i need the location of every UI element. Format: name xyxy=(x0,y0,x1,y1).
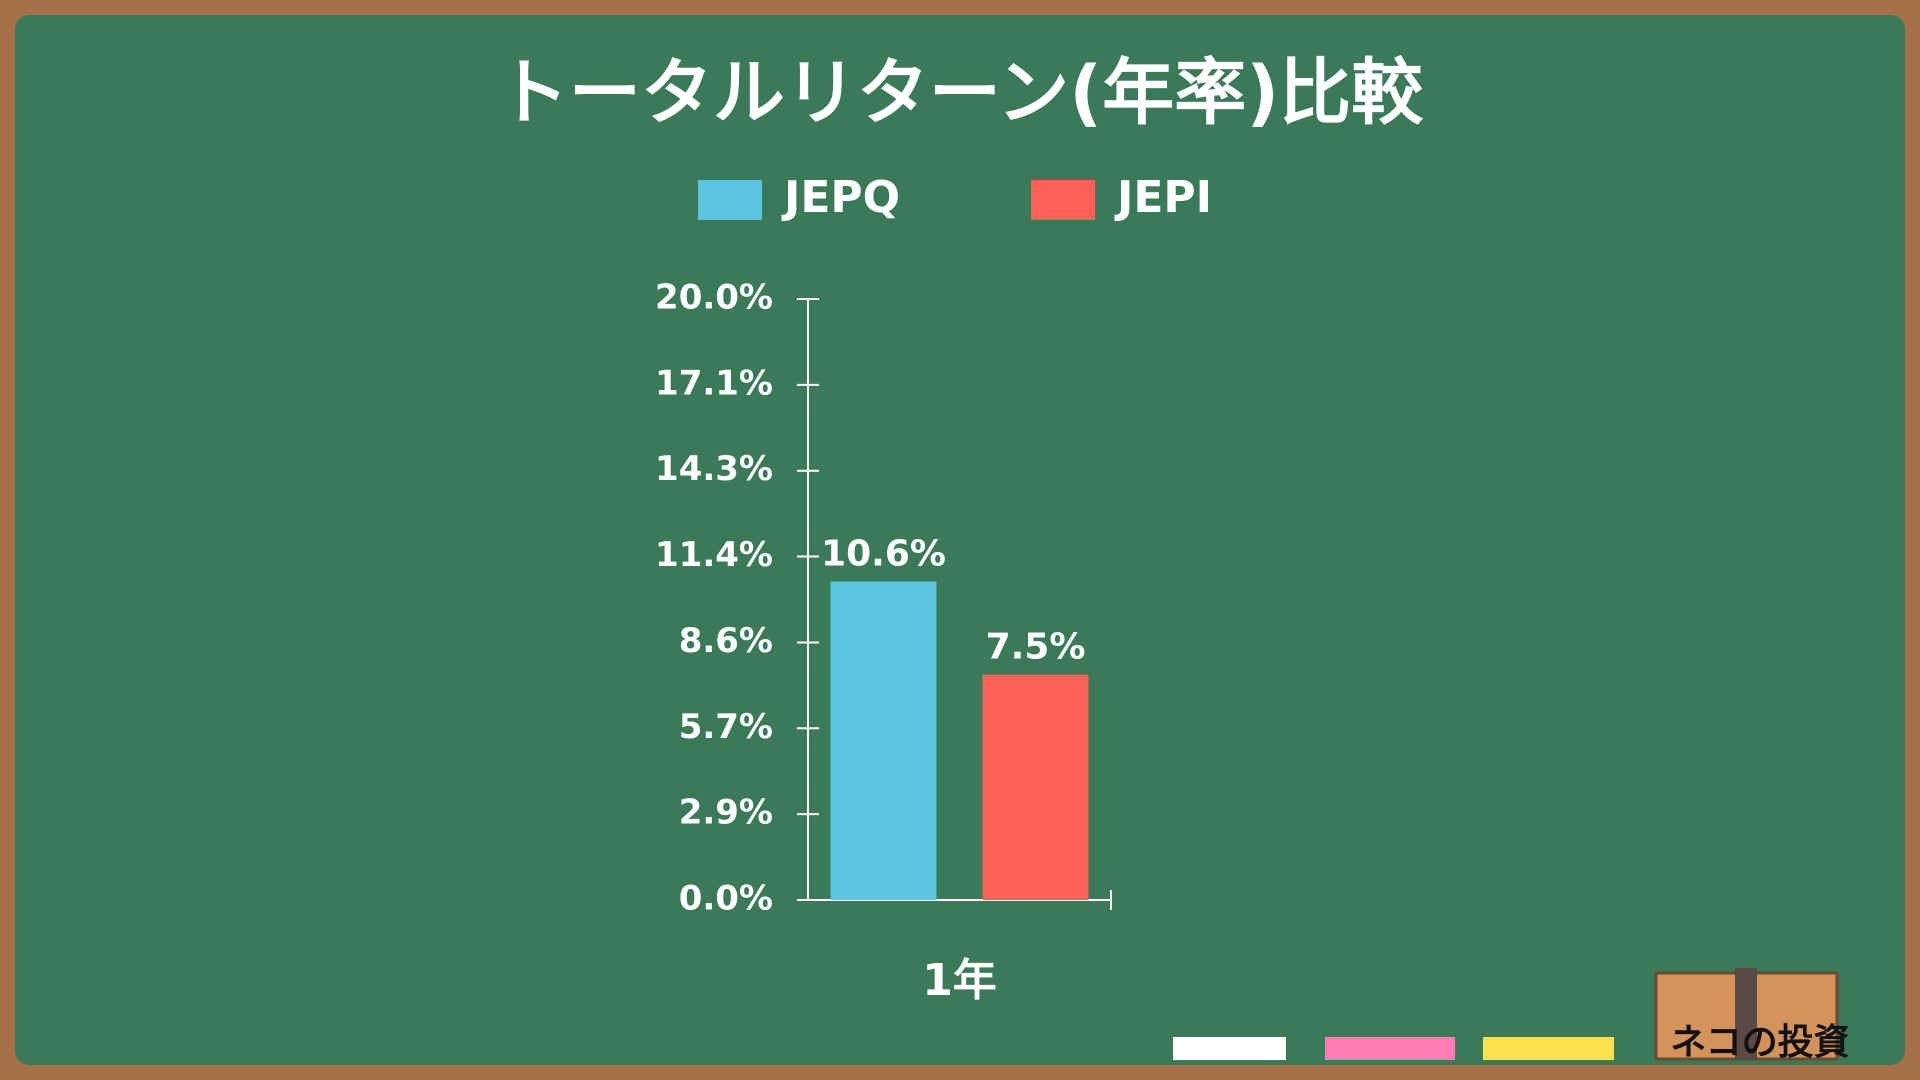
legend-swatch xyxy=(1031,180,1095,220)
y-tick-label: 17.1% xyxy=(655,363,773,403)
y-tick-label: 11.4% xyxy=(655,535,773,575)
y-tick-label: 5.7% xyxy=(679,707,773,747)
chalk-white xyxy=(1173,1037,1286,1060)
value-label: 7.5% xyxy=(986,627,1086,668)
board xyxy=(15,15,1905,1065)
value-label: 10.6% xyxy=(821,533,946,574)
y-tick-label: 14.3% xyxy=(655,449,773,489)
y-tick-label: 20.0% xyxy=(655,278,773,318)
legend-label: JEPQ xyxy=(781,172,900,223)
logo-band xyxy=(1735,968,1757,1060)
logo-text: ネコの投資 xyxy=(1670,1022,1849,1063)
x-tick-label: 1年 xyxy=(922,955,997,1006)
chalk-pink xyxy=(1325,1037,1455,1060)
y-tick-label: 0.0% xyxy=(679,879,773,919)
y-tick-label: 8.6% xyxy=(679,621,773,661)
chalk-yellow xyxy=(1483,1037,1614,1060)
chart-title: トータルリターン(年率)比較 xyxy=(497,51,1424,135)
bar xyxy=(830,581,937,900)
legend-swatch xyxy=(698,180,762,220)
y-tick-label: 2.9% xyxy=(679,793,773,833)
legend-label: JEPI xyxy=(1114,172,1212,223)
bar xyxy=(982,674,1089,900)
